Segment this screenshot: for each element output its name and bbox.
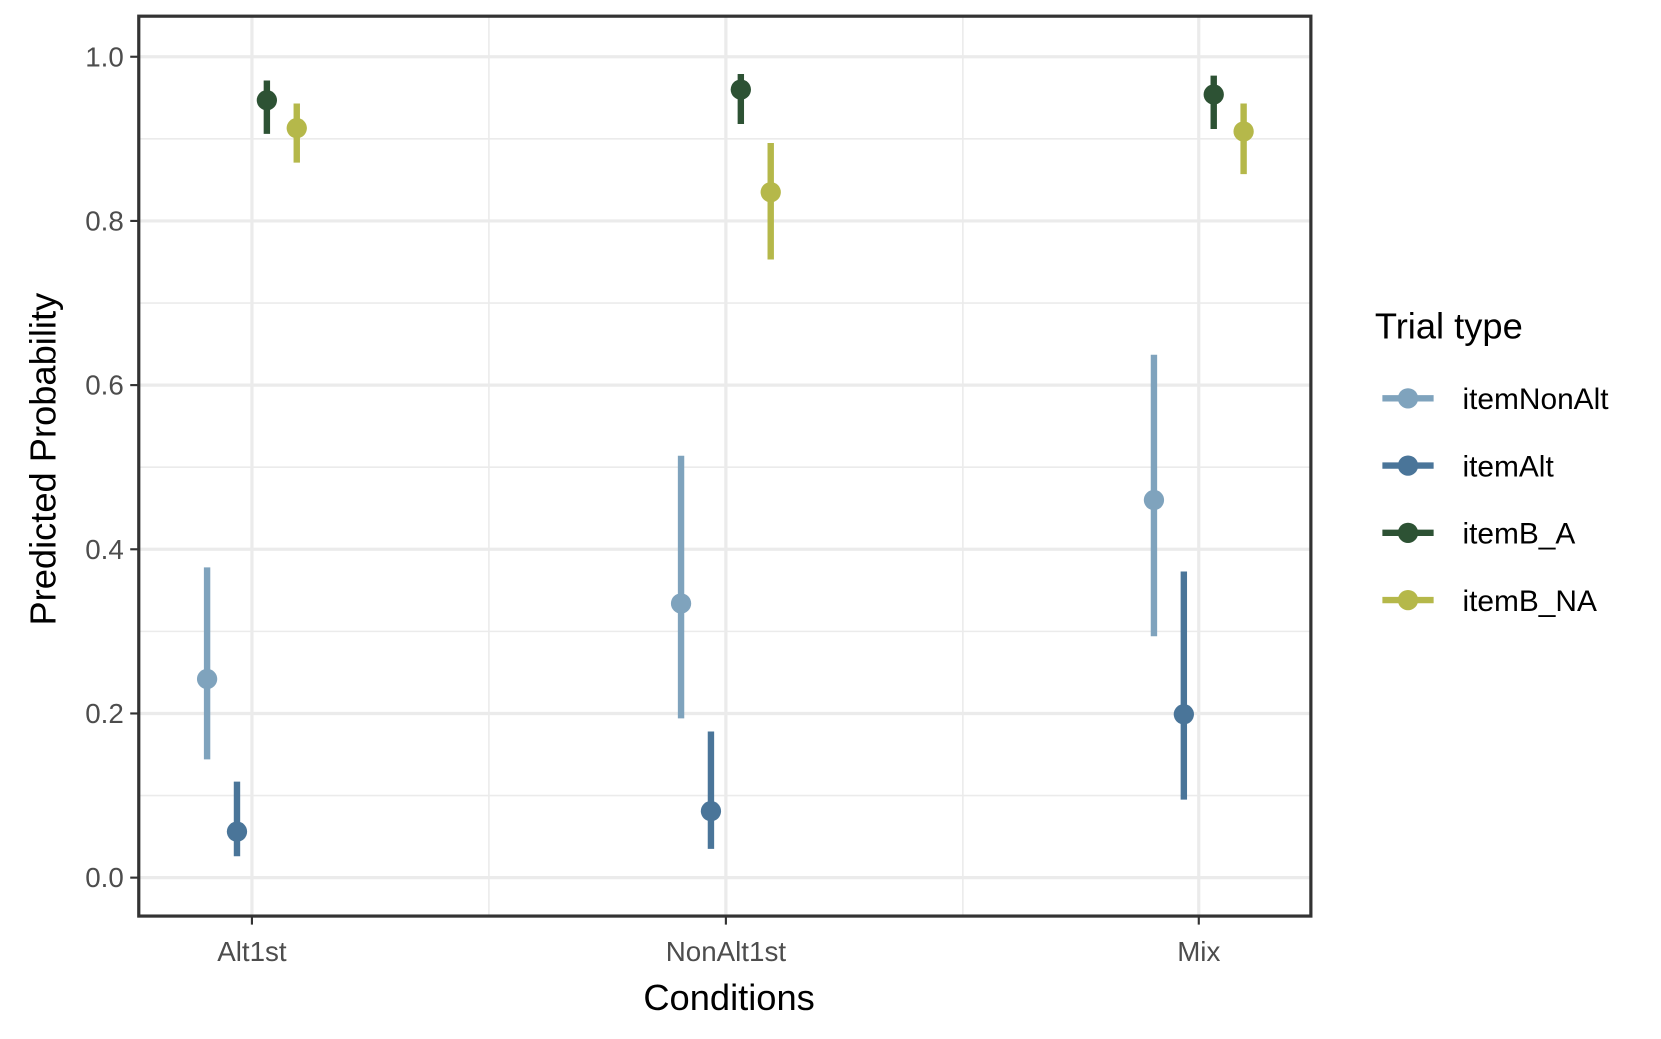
legend-key-point xyxy=(1397,522,1419,543)
legend-key-point xyxy=(1397,455,1419,476)
point-itemB_NA xyxy=(1233,121,1254,142)
point-itemB_NA xyxy=(760,182,781,203)
y-tick-label: 0.8 xyxy=(85,206,124,237)
x-tick-label: Mix xyxy=(1177,936,1220,967)
y-tick-label: 0.2 xyxy=(85,698,124,729)
y-tick-label: 0.4 xyxy=(85,534,124,565)
point-itemB_A xyxy=(256,90,278,111)
point-itemB_A xyxy=(1203,84,1224,105)
point-itemNonAlt xyxy=(1143,489,1165,511)
axes: 0.0 0.2 0.4 0.6 0.8 1.0 Alt1st NonAlt1st Mix xyxy=(85,41,1220,967)
grid xyxy=(138,16,1311,917)
y-axis-title: Predicted Probability xyxy=(23,292,64,626)
legend-key-point xyxy=(1397,589,1419,611)
point-itemAlt xyxy=(226,821,248,842)
y-tick-label: 0.0 xyxy=(85,862,124,893)
legend-key-point xyxy=(1397,388,1419,409)
x-tick-label: Alt1st xyxy=(217,936,287,967)
legend: Trial type itemNonAlt itemAlt itemB_A itemB… xyxy=(1375,306,1609,618)
x-axis-title: Conditions xyxy=(643,977,814,1018)
y-tick-label: 0.6 xyxy=(85,370,124,401)
legend-label: itemAlt xyxy=(1462,450,1554,483)
point-itemNonAlt xyxy=(196,668,218,690)
legend-label: itemB_NA xyxy=(1462,585,1597,618)
y-tick-label: 1.0 xyxy=(85,41,124,72)
point-itemAlt xyxy=(1173,704,1194,725)
legend-label: itemNonAlt xyxy=(1462,383,1609,416)
point-itemNonAlt xyxy=(670,593,692,614)
point-itemB_A xyxy=(730,79,751,100)
marks xyxy=(196,73,1254,857)
point-itemB_NA xyxy=(286,118,307,139)
point-itemAlt xyxy=(700,801,722,822)
x-tick-label: NonAlt1st xyxy=(666,936,787,967)
legend-label: itemB_A xyxy=(1462,518,1575,551)
legend-title: Trial type xyxy=(1375,306,1523,347)
